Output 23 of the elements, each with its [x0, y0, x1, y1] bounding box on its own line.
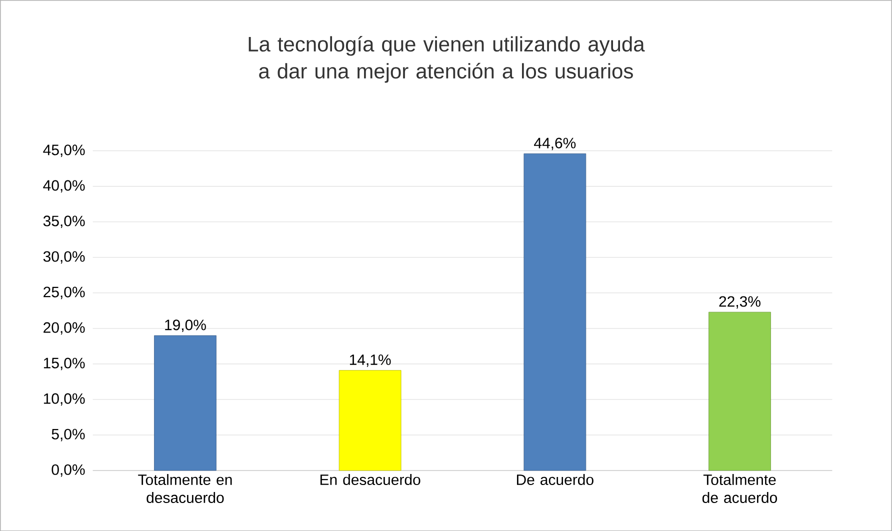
y-tick-label: 15,0%	[44, 358, 85, 370]
bar	[708, 312, 771, 471]
y-tick-label: 0,0%	[52, 464, 85, 477]
x-tick-label: Totalmente en desacuerdo	[138, 474, 232, 503]
data-label: 14,1%	[350, 354, 391, 367]
data-label: 19,0%	[165, 319, 206, 332]
bar	[338, 370, 402, 471]
y-tick-label: 5,0%	[52, 428, 85, 442]
y-tick-label: 40,0%	[43, 180, 85, 192]
data-label: 22,3%	[719, 296, 760, 308]
x-tick-label: De acuerdo	[516, 474, 594, 485]
bar	[154, 335, 216, 471]
y-tick-label: 25,0%	[44, 286, 85, 299]
x-tick-label: Totalmente de acuerdo	[702, 474, 778, 503]
y-tick-label: 30,0%	[43, 251, 85, 264]
chart-title: La tecnología que vienen utilizando ayuda a dar una mejor atención a los usuarios	[248, 36, 645, 83]
bar	[524, 153, 586, 471]
data-label: 44,6%	[534, 138, 576, 150]
y-tick-label: 35,0%	[43, 216, 85, 228]
x-tick-label: En desacuerdo	[320, 474, 420, 485]
y-tick-label: 45,0%	[43, 144, 85, 157]
y-tick-label: 20,0%	[44, 322, 85, 334]
y-tick-label: 10,0%	[44, 393, 85, 406]
